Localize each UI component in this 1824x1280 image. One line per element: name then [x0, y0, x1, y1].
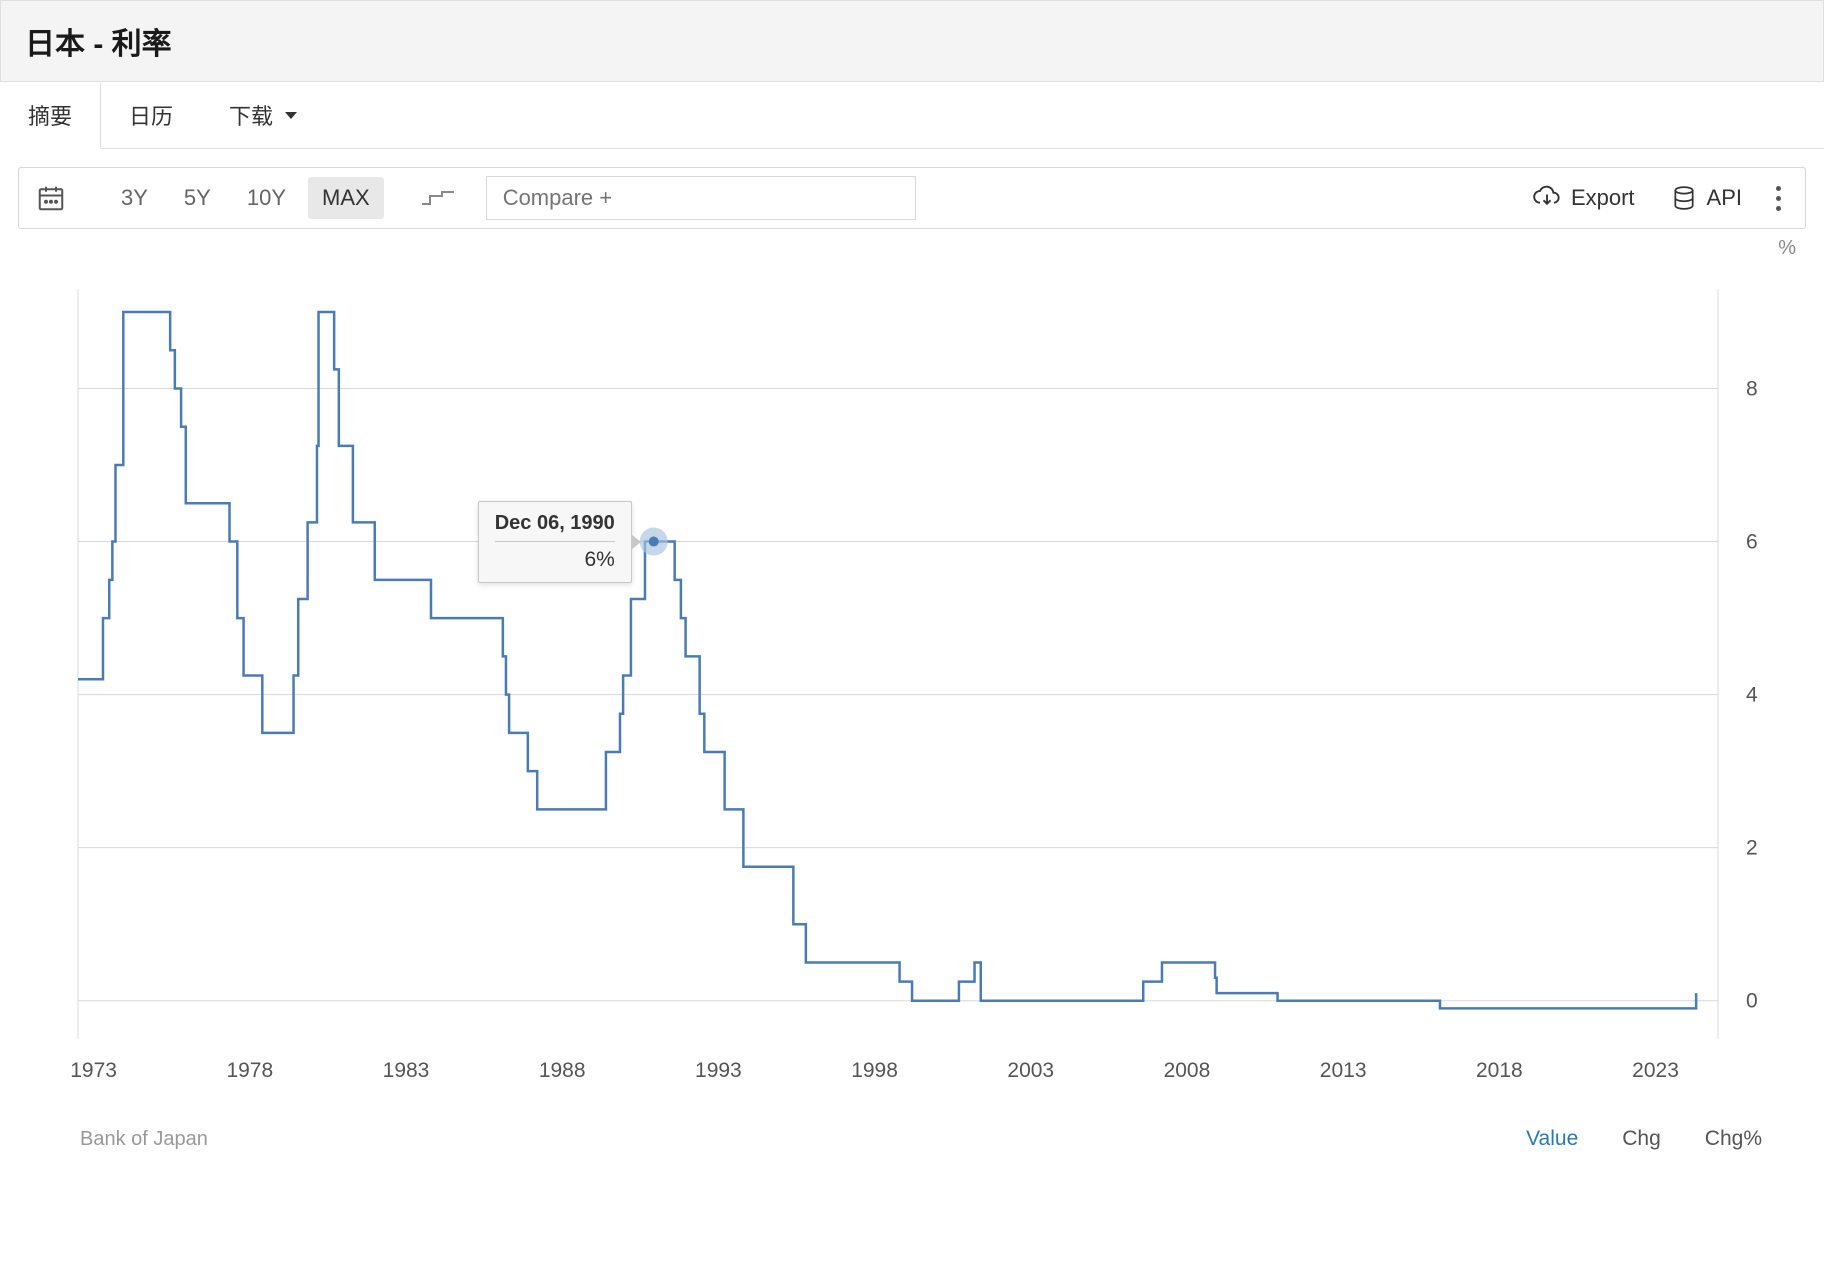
tab-label: 下载 [229, 99, 273, 131]
cloud-download-icon [1533, 184, 1561, 212]
svg-text:2018: 2018 [1476, 1059, 1523, 1082]
page-header: 日本 - 利率 [0, 0, 1824, 82]
y-axis-unit: % [1778, 237, 1796, 260]
line-chart[interactable]: 0 2 4 6 8 1973 1978 1983 1988 1993 1998 2003 2008 201… [18, 249, 1806, 1109]
svg-text:1973: 1973 [70, 1059, 117, 1082]
database-icon [1671, 184, 1697, 212]
svg-text:0: 0 [1746, 990, 1758, 1013]
range-10y[interactable]: 10Y [233, 177, 300, 219]
tab-summary[interactable]: 摘要 [0, 83, 101, 149]
tab-label: 日历 [129, 99, 173, 131]
footer-tab-chg[interactable]: Chg [1600, 1119, 1683, 1159]
data-source: Bank of Japan [80, 1128, 208, 1151]
calendar-icon[interactable] [31, 178, 71, 218]
api-button[interactable]: API [1657, 176, 1756, 220]
svg-text:1988: 1988 [539, 1059, 586, 1082]
chart-container: % 0 2 4 6 8 1973 1978 1983 1988 1993 1998 2003 2008 2… [0, 229, 1824, 1109]
tab-label: 摘要 [28, 99, 72, 131]
api-label: API [1707, 185, 1742, 211]
svg-text:1998: 1998 [851, 1059, 898, 1082]
export-button[interactable]: Export [1519, 176, 1649, 220]
nav-tabs: 摘要 日历 下载 [0, 82, 1824, 149]
chevron-down-icon [285, 112, 297, 119]
svg-text:6: 6 [1746, 531, 1758, 554]
svg-text:2003: 2003 [1007, 1059, 1054, 1082]
chart-type-icon[interactable] [418, 178, 458, 218]
range-3y[interactable]: 3Y [107, 177, 162, 219]
svg-text:1978: 1978 [226, 1059, 273, 1082]
svg-text:2008: 2008 [1164, 1059, 1211, 1082]
range-max[interactable]: MAX [308, 177, 384, 219]
chart-footer: Bank of Japan Value Chg Chg% [0, 1109, 1824, 1159]
chart-toolbar: 3Y 5Y 10Y MAX Export API [18, 167, 1806, 229]
svg-text:8: 8 [1746, 377, 1758, 400]
footer-tab-value[interactable]: Value [1504, 1119, 1600, 1159]
svg-text:4: 4 [1746, 684, 1758, 707]
tab-calendar[interactable]: 日历 [101, 82, 201, 148]
svg-text:1993: 1993 [695, 1059, 742, 1082]
footer-tab-chgpct[interactable]: Chg% [1683, 1119, 1784, 1159]
range-5y[interactable]: 5Y [170, 177, 225, 219]
svg-text:2: 2 [1746, 837, 1758, 860]
page-title: 日本 - 利率 [25, 19, 1799, 63]
svg-text:1983: 1983 [383, 1059, 430, 1082]
svg-text:2023: 2023 [1632, 1059, 1679, 1082]
svg-text:2013: 2013 [1320, 1059, 1367, 1082]
tab-download[interactable]: 下载 [201, 82, 325, 148]
export-label: Export [1571, 185, 1635, 211]
more-menu-icon[interactable] [1764, 186, 1793, 211]
compare-input[interactable] [486, 176, 916, 220]
